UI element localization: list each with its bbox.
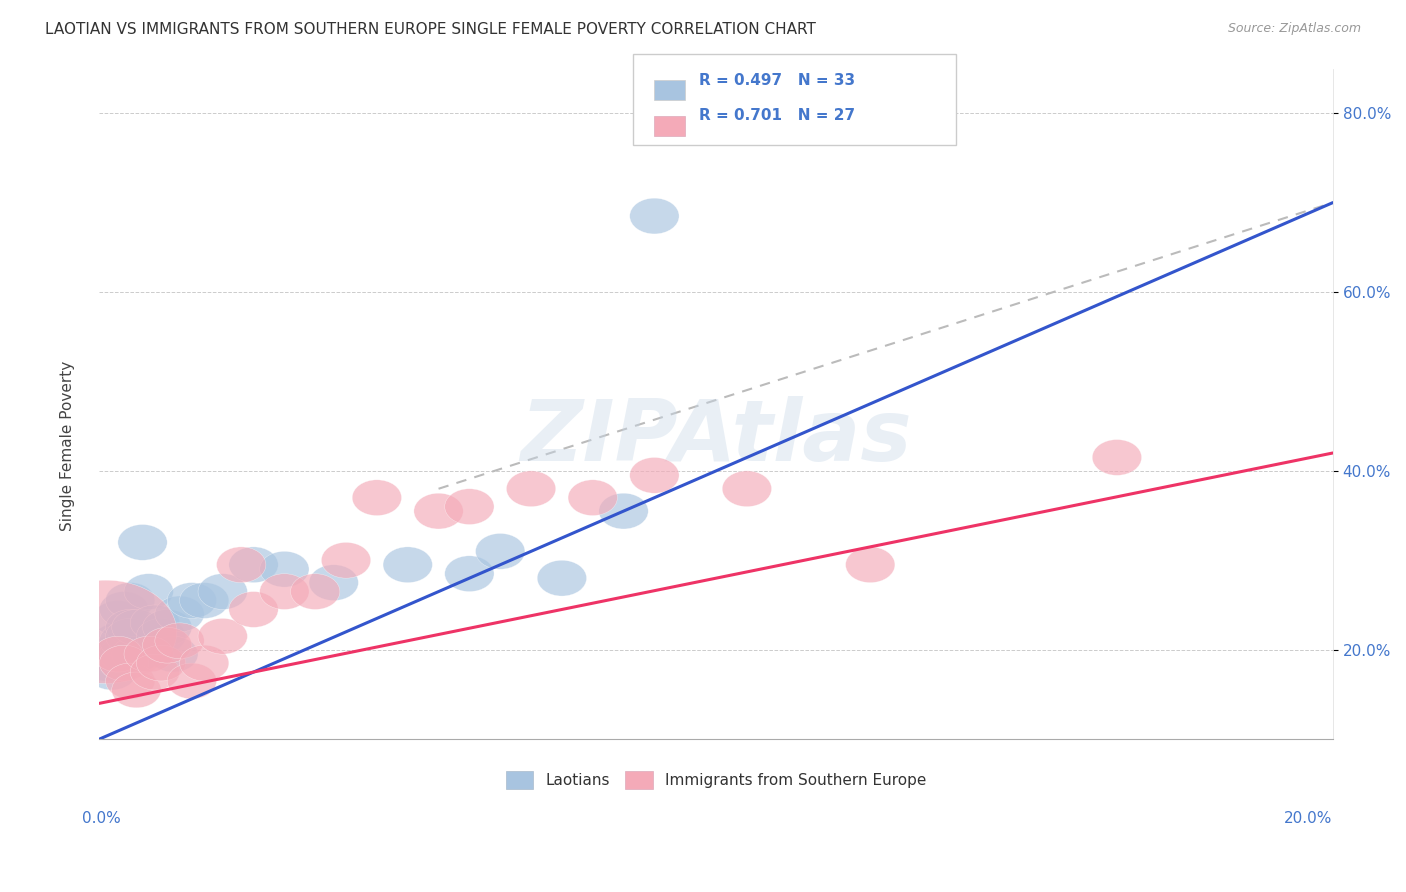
Text: LAOTIAN VS IMMIGRANTS FROM SOUTHERN EUROPE SINGLE FEMALE POVERTY CORRELATION CHA: LAOTIAN VS IMMIGRANTS FROM SOUTHERN EURO… [45, 22, 815, 37]
Ellipse shape [93, 636, 142, 672]
Ellipse shape [229, 591, 278, 627]
Ellipse shape [291, 574, 340, 609]
Ellipse shape [309, 565, 359, 600]
Ellipse shape [87, 654, 136, 690]
Ellipse shape [87, 636, 136, 672]
Ellipse shape [353, 480, 402, 516]
Ellipse shape [100, 636, 149, 672]
Ellipse shape [93, 636, 142, 672]
Ellipse shape [136, 645, 186, 681]
Ellipse shape [444, 489, 494, 524]
Ellipse shape [131, 654, 180, 690]
Ellipse shape [124, 636, 173, 672]
Ellipse shape [1092, 440, 1142, 475]
Ellipse shape [34, 580, 177, 683]
Ellipse shape [217, 547, 266, 582]
Ellipse shape [568, 480, 617, 516]
Legend: Laotians, Immigrants from Southern Europe: Laotians, Immigrants from Southern Europ… [499, 765, 932, 795]
Ellipse shape [105, 609, 155, 645]
Text: 0.0%: 0.0% [82, 812, 121, 826]
Ellipse shape [180, 645, 229, 681]
Ellipse shape [100, 623, 149, 658]
Ellipse shape [167, 663, 217, 698]
Ellipse shape [444, 556, 494, 591]
Ellipse shape [105, 663, 155, 698]
Ellipse shape [149, 636, 198, 672]
Text: R = 0.701   N = 27: R = 0.701 N = 27 [699, 109, 855, 123]
Ellipse shape [537, 560, 586, 596]
Ellipse shape [142, 609, 191, 645]
Ellipse shape [599, 493, 648, 529]
Ellipse shape [118, 524, 167, 560]
Ellipse shape [506, 471, 555, 507]
Ellipse shape [723, 471, 772, 507]
Ellipse shape [260, 551, 309, 587]
Ellipse shape [111, 609, 162, 645]
Ellipse shape [260, 574, 309, 609]
Ellipse shape [100, 591, 149, 627]
Ellipse shape [630, 198, 679, 234]
Ellipse shape [322, 542, 371, 578]
Ellipse shape [198, 574, 247, 609]
Ellipse shape [131, 605, 180, 640]
Ellipse shape [105, 582, 155, 618]
Ellipse shape [198, 618, 247, 654]
Text: Source: ZipAtlas.com: Source: ZipAtlas.com [1227, 22, 1361, 36]
Ellipse shape [167, 582, 217, 618]
Ellipse shape [105, 618, 155, 654]
Ellipse shape [93, 623, 142, 658]
Text: 20.0%: 20.0% [1284, 812, 1331, 826]
Ellipse shape [93, 600, 142, 636]
Ellipse shape [136, 618, 186, 654]
Text: R = 0.497   N = 33: R = 0.497 N = 33 [699, 73, 855, 87]
Ellipse shape [100, 645, 149, 681]
Ellipse shape [155, 596, 204, 632]
Ellipse shape [475, 533, 524, 569]
Text: ZIPAtlas: ZIPAtlas [520, 396, 912, 479]
Ellipse shape [229, 547, 278, 582]
Ellipse shape [111, 636, 162, 672]
Ellipse shape [382, 547, 433, 582]
Ellipse shape [630, 458, 679, 493]
Ellipse shape [142, 627, 191, 663]
Ellipse shape [413, 493, 463, 529]
Ellipse shape [155, 623, 204, 658]
Ellipse shape [82, 645, 131, 681]
Text: Single Female Poverty: Single Female Poverty [60, 361, 75, 531]
Ellipse shape [111, 672, 162, 708]
Ellipse shape [180, 582, 229, 618]
Ellipse shape [124, 574, 173, 609]
Ellipse shape [845, 547, 894, 582]
